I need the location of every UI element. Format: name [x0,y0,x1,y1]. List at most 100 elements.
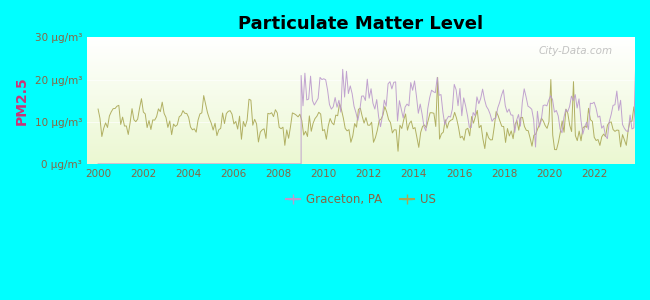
Bar [87,136,635,137]
Bar [87,40,635,41]
Bar [87,119,635,120]
Bar [87,139,635,140]
Bar [87,57,635,58]
Bar [87,142,635,143]
Bar [87,48,635,49]
Bar [87,162,635,163]
Bar [87,128,635,129]
Bar [87,125,635,126]
Bar [87,67,635,68]
Bar [87,77,635,78]
Bar [87,129,635,130]
Bar [87,104,635,105]
Bar [87,123,635,124]
Bar [87,137,635,138]
Bar [87,98,635,99]
Bar [87,62,635,63]
Bar [87,149,635,150]
Bar [87,113,635,114]
Bar [87,112,635,113]
Bar [87,124,635,125]
Bar [87,121,635,122]
Bar [87,91,635,92]
Text: City-Data.com: City-Data.com [539,46,613,56]
Bar [87,89,635,90]
Bar [87,101,635,102]
Bar [87,96,635,97]
Bar [87,105,635,106]
Bar [87,158,635,159]
Bar [87,74,635,75]
Bar [87,40,635,41]
Bar [87,153,635,154]
Bar [87,80,635,81]
Bar [87,122,635,123]
Bar [87,66,635,67]
Bar [87,69,635,70]
Bar [87,58,635,59]
Bar [87,132,635,133]
Bar [87,133,635,134]
Legend: Graceton, PA, US: Graceton, PA, US [281,189,441,211]
Bar [87,92,635,93]
Bar [87,144,635,145]
Bar [87,42,635,43]
Bar [87,163,635,164]
Bar [87,61,635,62]
Bar [87,37,635,38]
Bar [87,71,635,72]
Bar [87,157,635,158]
Bar [87,103,635,104]
Bar [87,59,635,60]
Bar [87,47,635,48]
Bar [87,115,635,116]
Bar [87,41,635,42]
Bar [87,110,635,111]
Bar [87,45,635,46]
Bar [87,44,635,45]
Y-axis label: PM2.5: PM2.5 [15,76,29,125]
Bar [87,83,635,84]
Bar [87,160,635,161]
Bar [87,131,635,132]
Bar [87,130,635,131]
Bar [87,88,635,89]
Bar [87,135,635,136]
Bar [87,65,635,66]
Bar [87,81,635,82]
Bar [87,143,635,144]
Bar [87,126,635,127]
Bar [87,43,635,44]
Bar [87,154,635,155]
Bar [87,79,635,80]
Bar [87,117,635,118]
Bar [87,145,635,146]
Bar [87,86,635,87]
Bar [87,151,635,152]
Bar [87,52,635,53]
Bar [87,90,635,91]
Bar [87,156,635,157]
Bar [87,141,635,142]
Bar [87,56,635,57]
Bar [87,64,635,65]
Bar [87,102,635,103]
Bar [87,107,635,108]
Bar [87,84,635,85]
Bar [87,138,635,139]
Bar [87,68,635,69]
Bar [87,127,635,128]
Bar [87,49,635,50]
Bar [87,111,635,112]
Bar [87,148,635,149]
Bar [87,100,635,101]
Bar [87,70,635,71]
Bar [87,159,635,160]
Bar [87,46,635,47]
Bar [87,87,635,88]
Bar [87,155,635,156]
Bar [87,50,635,51]
Bar [87,55,635,56]
Bar [87,99,635,100]
Bar [87,120,635,121]
